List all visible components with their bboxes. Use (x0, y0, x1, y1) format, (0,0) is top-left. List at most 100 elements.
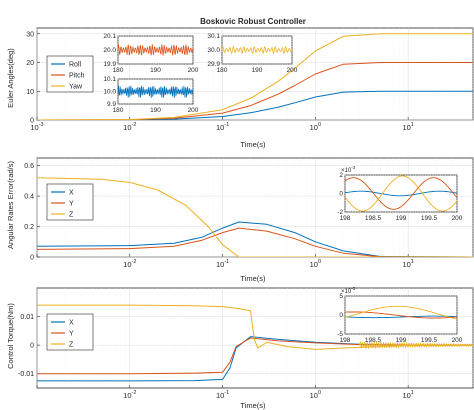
legend-label-y: Y (69, 331, 74, 338)
inset-x-tick-label: 199 (396, 337, 407, 344)
inset-x-tick-label: 198.5 (365, 337, 382, 344)
inset-y-tick-label: 0 (339, 191, 343, 198)
series-line-x (37, 221, 473, 257)
inset-x-tick-label: 180 (113, 107, 124, 114)
inset-y-tick-label: 19.9 (103, 61, 116, 68)
inset-x-tick-label: 200 (452, 337, 463, 344)
x-tick-label: 100 (310, 122, 321, 132)
inset-pitch: 180 190 200 19.9 20.0 20.1 (103, 33, 198, 74)
p3-ylabel: Control Torque(Nm) (6, 303, 15, 369)
x-tick-label: 10-1 (216, 122, 229, 132)
inset-x-tick-label: 199.5 (421, 337, 438, 344)
inset-series-line (117, 44, 194, 56)
inset-x-tick-label: 200 (188, 107, 199, 114)
inset-x-tick-label: 200 (287, 67, 298, 74)
legend: XYZ (46, 313, 94, 351)
series-line-yaw (37, 33, 473, 120)
legend: XYZ (46, 183, 94, 221)
p2-xlabel: Time(s) (240, 274, 266, 283)
series-line-z (37, 177, 473, 257)
inset-y-tick-label: -5 (337, 331, 343, 338)
p1-xlabel: Time(s) (240, 140, 266, 149)
y-tick-label: 30 (26, 31, 34, 38)
legend-label-pitch: Pitch (69, 73, 85, 80)
series-line-pitch (37, 62, 473, 120)
inset-y-tick-label: 9.9 (107, 101, 116, 108)
y-tick-label: 0.4 (24, 194, 34, 201)
x-tick-label: 101 (402, 259, 413, 269)
inset-y-tick-label: 30.1 (207, 33, 220, 40)
inset-x-tick-label: 198 (340, 215, 351, 222)
x-tick-label: 10-2 (123, 390, 136, 400)
series-line-y (37, 227, 473, 257)
inset-x-tick-label: 200 (452, 215, 463, 222)
y-tick-label: 0 (30, 343, 34, 350)
inset-series-line-1 (344, 177, 458, 210)
legend-label-z: Z (69, 212, 74, 219)
inset-y-tick-label: 20.0 (103, 47, 116, 54)
angular-rates-panel: 10-2 10-1 100 101 0 0.2 0.4 0.6 XYZ 198 198.5 199 19… (24, 157, 474, 269)
inset-y-tick-label: 30.0 (207, 47, 220, 54)
inset-roll: 180 190 200 9.9 10.0 10.1 (103, 76, 198, 114)
inset-exponent: ×10-3 (341, 165, 356, 174)
legend: Roll Pitch Yaw (46, 55, 94, 93)
inset-exponent: ×10-3 (341, 286, 356, 295)
series-line-z-oscillation (359, 341, 473, 349)
y-tick-label: 0 (30, 118, 34, 125)
inset-y-tick-label: 10.0 (103, 89, 116, 96)
inset-x-tick-label: 199.5 (421, 215, 438, 222)
inset-series-line-0 (345, 315, 457, 319)
x-tick-label: 100 (310, 259, 321, 269)
legend-label-roll: Roll (69, 62, 82, 69)
legend-label-x: X (69, 190, 74, 197)
inset-x-tick-label: 180 (113, 67, 124, 74)
legend-label-x: X (69, 320, 74, 327)
x-tick-label: 101 (402, 122, 413, 132)
p2-ylabel: Angular Rates Error(rad/s) (6, 161, 15, 249)
inset-x-tick-label: 199 (396, 215, 407, 222)
inset-x-tick-label: 190 (150, 67, 161, 74)
inset-y-tick-label: 5 (339, 293, 343, 300)
legend-label-z: Z (69, 342, 74, 349)
inset-y-tick-label: 0 (339, 312, 343, 319)
x-tick-label: 101 (402, 390, 413, 400)
x-tick-label: 100 (310, 390, 321, 400)
inset-x-tick-label: 198 (340, 337, 351, 344)
inset-series-line-0 (344, 190, 458, 197)
y-tick-label: 10 (26, 89, 34, 96)
inset-x-tick-label: 190 (150, 107, 161, 114)
x-tick-label: 10-2 (123, 122, 136, 132)
legend-label-yaw: Yaw (69, 84, 83, 91)
inset-series-line-2 (344, 305, 458, 320)
legend-label-y: Y (69, 201, 74, 208)
x-tick-label: 10-1 (216, 390, 229, 400)
series-line-roll (37, 90, 473, 120)
x-tick-label: 10-2 (123, 259, 136, 269)
euler-angles-panel: 10-3 10-2 10-1 100 1010102030RollPitchYaw180… (26, 27, 474, 132)
inset-y-tick-label: 10.1 (103, 76, 116, 83)
y-tick-label: -0.01 (18, 371, 34, 378)
inset-y-tick-label: 29.9 (207, 61, 220, 68)
inset-rates: 198 198.5 199 199.5 200 -2 0 2×10-3 (337, 165, 463, 222)
y-tick-label: 0.01 (20, 314, 34, 321)
x-tick-label: 10-1 (216, 259, 229, 269)
inset-yaw: 180 190 200 29.9 30.0 30.1 (207, 33, 297, 74)
y-tick-label: 0.2 (24, 224, 34, 231)
inset-x-tick-label: 180 (217, 67, 228, 74)
inset-series-line (221, 46, 293, 54)
chart-title: Boskovic Robust Controller (200, 17, 306, 26)
x-tick-label: 10-3 (30, 122, 43, 132)
y-tick-label: 20 (26, 60, 34, 67)
inset-x-tick-label: 198.5 (365, 215, 382, 222)
y-tick-label: 0.6 (24, 163, 34, 170)
inset-y-tick-label: -2 (337, 209, 343, 216)
inset-x-tick-label: 190 (252, 67, 263, 74)
inset-series-line-2 (344, 175, 458, 212)
p3-xlabel: Time(s) (240, 401, 266, 410)
p1-ylabel: Euler Angles(deg) (6, 48, 15, 108)
inset-torque: 198 198.5 199 199.5 200 -5 0 5×10-3 (337, 286, 463, 344)
y-tick-label: 0 (30, 255, 34, 262)
inset-series-line (117, 85, 194, 99)
